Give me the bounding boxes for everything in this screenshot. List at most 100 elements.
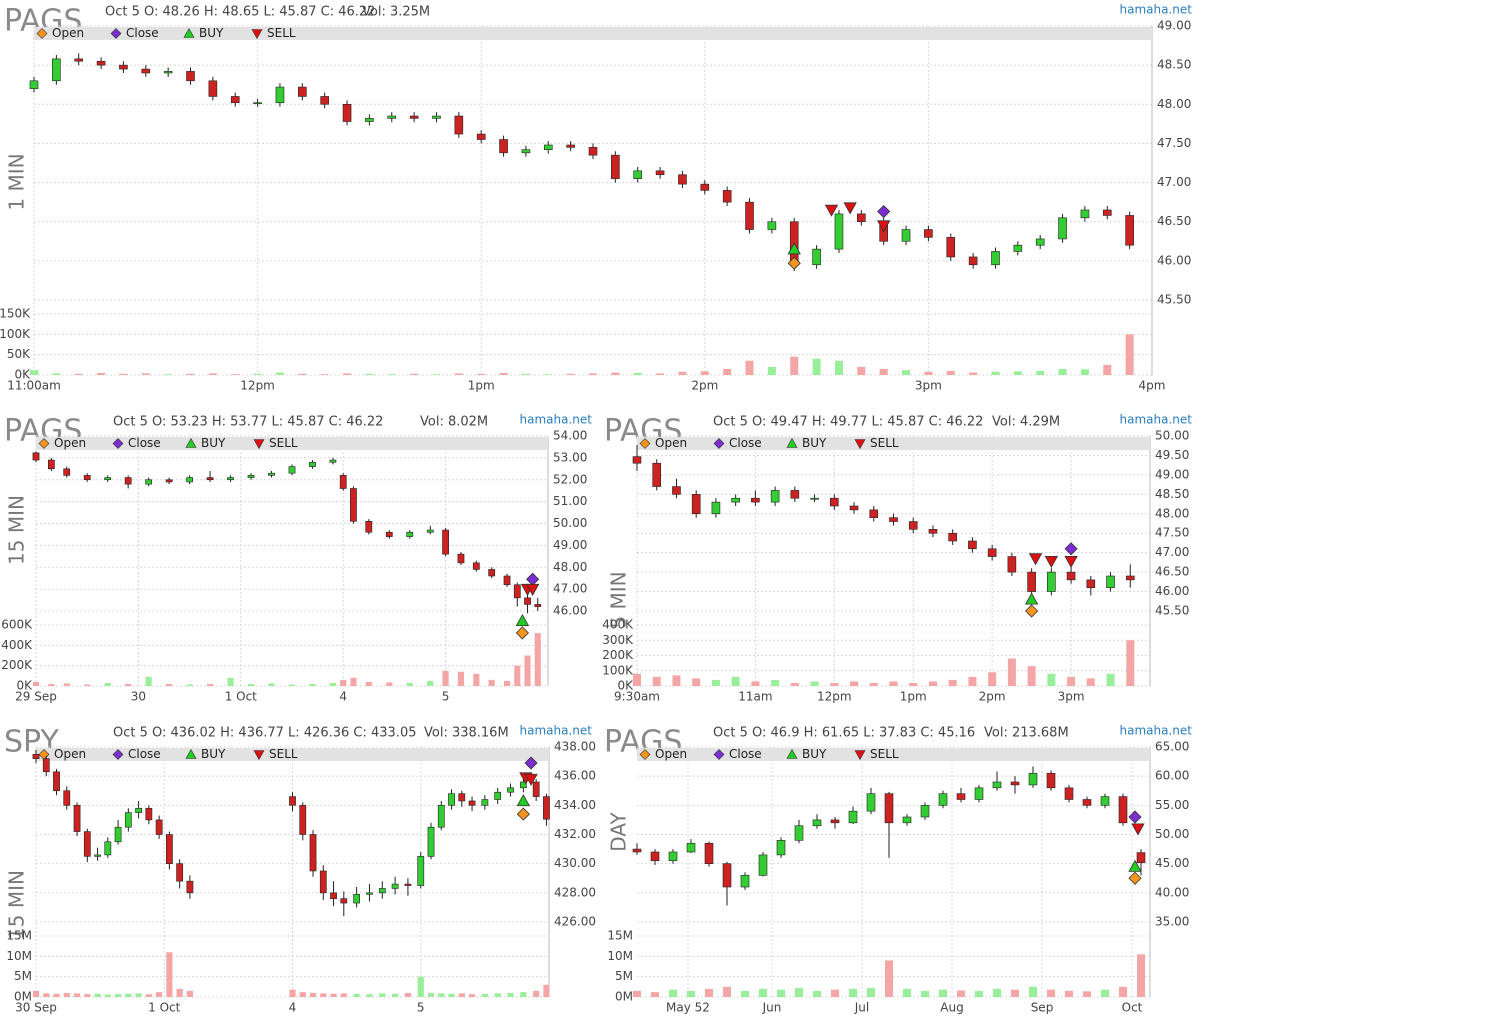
volume-tick-label: 0M	[14, 990, 32, 1004]
volume-bar	[104, 994, 111, 997]
volume-bar	[340, 679, 347, 686]
volume-bar	[751, 681, 760, 686]
volume-info: Vol: 338.16M	[424, 726, 509, 741]
x-tick-label: 11am	[738, 690, 772, 704]
signal-marker	[1025, 604, 1039, 618]
volume-bar	[831, 989, 839, 997]
legend-icon	[786, 437, 798, 448]
volume-bar	[524, 655, 531, 686]
legend-label: Close	[729, 747, 762, 761]
candle-body	[494, 791, 502, 800]
candle-body	[1106, 575, 1115, 588]
candle-body	[519, 781, 527, 789]
volume-bar	[767, 366, 776, 375]
candle-body	[543, 144, 553, 150]
chart-panel: PAGS Oct 5 O: 46.9 H: 61.65 L: 37.83 C: 4…	[604, 724, 1192, 1015]
volume-bar	[1103, 364, 1112, 375]
volume-bar	[656, 373, 665, 375]
volume-bar	[387, 374, 396, 375]
volume-bar	[867, 988, 875, 997]
candle-body	[426, 529, 434, 533]
candle-body	[722, 863, 732, 888]
volume-bar	[993, 988, 1001, 997]
timeframe: 1 MIN	[5, 153, 29, 210]
volume-bar	[700, 371, 709, 375]
signal-marker	[515, 626, 529, 640]
y-tick-label: 46.00	[553, 604, 587, 618]
candle-body	[104, 841, 112, 856]
volume-bar	[1007, 658, 1016, 686]
candle-body	[503, 575, 511, 586]
candle-body	[114, 826, 122, 843]
candle-body	[247, 475, 255, 478]
candle-body	[668, 851, 678, 862]
x-tick-label: Jul	[854, 1001, 869, 1015]
candle-body	[908, 521, 918, 530]
candle-body	[378, 888, 386, 894]
legend-icon	[185, 748, 197, 759]
legend-label: Open	[655, 747, 687, 761]
candle-body	[884, 793, 894, 824]
candle-body	[834, 213, 844, 250]
candle-body	[1100, 796, 1110, 806]
candle-body	[521, 149, 531, 154]
signal-marker	[787, 242, 801, 255]
volume-bar	[924, 371, 933, 375]
candle-body	[956, 793, 966, 800]
volume-bar	[458, 993, 465, 997]
y-tick-label: 48.50	[1155, 487, 1189, 501]
y-tick-label: 35.00	[1155, 915, 1189, 929]
candle-body	[770, 490, 780, 503]
legend-bar	[637, 748, 1150, 761]
volume-bar	[1137, 954, 1145, 997]
signal-marker	[525, 583, 540, 596]
candle-body	[208, 80, 218, 97]
volume-bar	[1029, 986, 1037, 997]
legend-label: Close	[128, 436, 161, 450]
volume-bar	[432, 374, 441, 375]
candle-body	[1082, 799, 1092, 806]
legend-label: SELL	[870, 436, 899, 450]
y-tick-label: 40.00	[1155, 885, 1189, 899]
brand: hamaha.net	[1120, 724, 1193, 738]
candle-body	[830, 819, 840, 824]
volume-bar	[386, 682, 393, 686]
signal-marker	[524, 756, 538, 770]
volume-bar	[723, 368, 732, 375]
candle-body	[1118, 796, 1128, 824]
candle-body	[417, 856, 425, 886]
timeframe: DAY	[607, 812, 631, 852]
volume-bar	[298, 373, 307, 375]
volume-bar	[442, 670, 449, 686]
volume-bar	[499, 372, 508, 375]
volume-bar	[1067, 676, 1076, 686]
volume-bar	[468, 994, 476, 997]
volume-bar	[48, 683, 55, 686]
candle-body	[1010, 781, 1020, 786]
candle-body	[499, 139, 508, 154]
volume-bar	[969, 372, 978, 375]
volume-bar	[633, 990, 641, 997]
candle-body	[124, 812, 132, 828]
signal-marker	[1064, 542, 1078, 556]
candle-body	[532, 781, 540, 797]
legend-icon	[38, 438, 50, 449]
candle-body	[385, 531, 393, 537]
candle-body	[691, 494, 701, 515]
candle-body	[830, 497, 839, 507]
volume-bar	[1125, 334, 1134, 375]
quote-info: Oct 5 O: 46.9 H: 61.65 L: 37.83 C: 45.16	[713, 726, 975, 741]
y-tick-label: 438.00	[554, 740, 596, 754]
legend-label: Open	[54, 747, 86, 761]
volume-bar	[810, 681, 819, 686]
volume-bar	[97, 372, 106, 375]
candle-body	[29, 80, 39, 89]
volume-bar	[948, 679, 957, 686]
volume-bar	[410, 373, 419, 375]
candle-body	[404, 883, 412, 886]
volume-bar	[514, 665, 521, 686]
candle-body	[83, 831, 91, 857]
volume-bar	[759, 988, 767, 997]
legend-bar	[637, 437, 1150, 450]
x-tick-label: 1pm	[900, 690, 927, 704]
